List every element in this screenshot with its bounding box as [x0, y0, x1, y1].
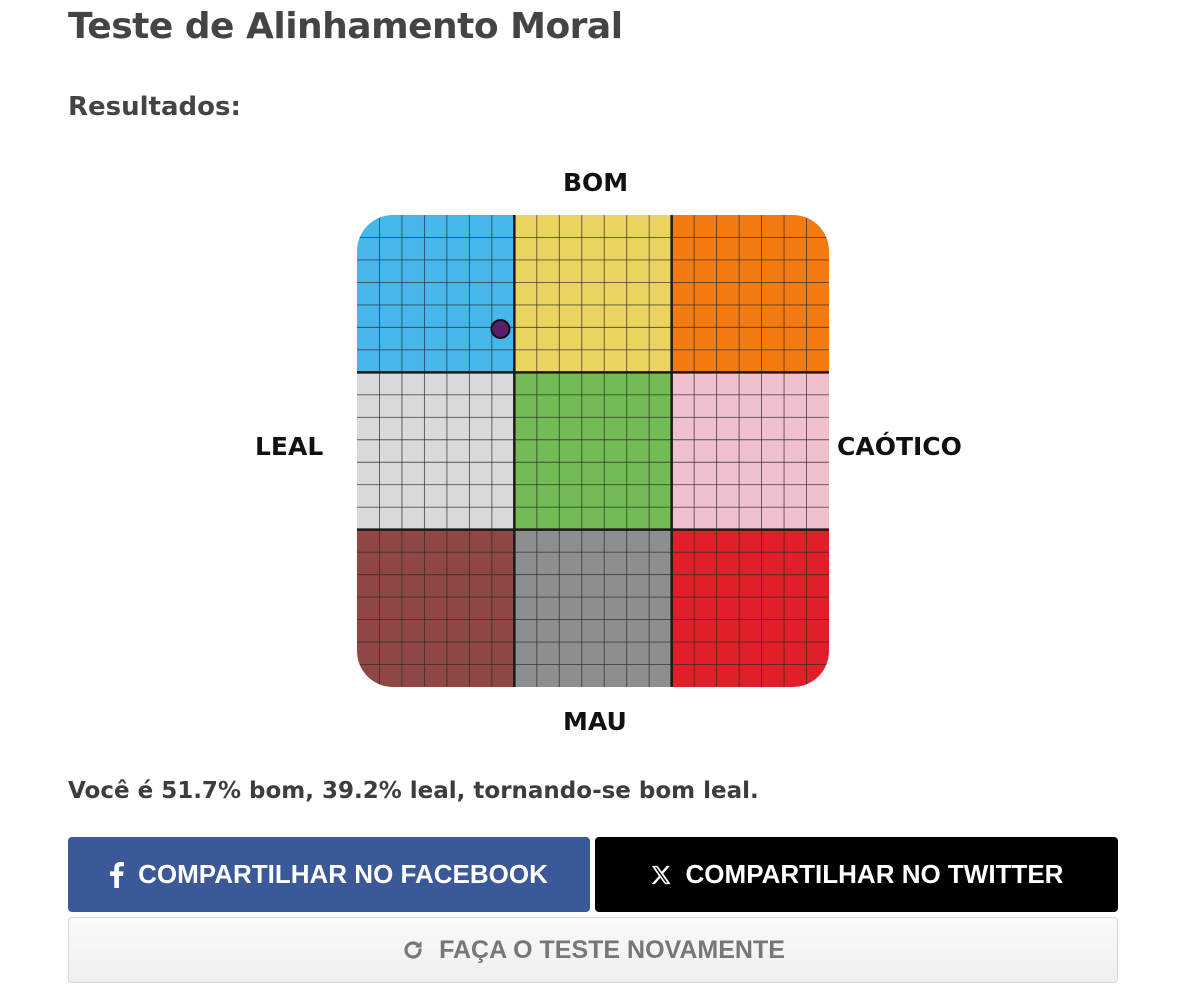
axis-label-top: BOM [563, 168, 629, 197]
page-title: Teste de Alinhamento Moral [68, 6, 623, 47]
result-point [490, 318, 511, 339]
facebook-icon [110, 861, 125, 888]
retake-test-button[interactable]: FAÇA O TESTE NOVAMENTE [68, 917, 1118, 983]
quadrant-chaotic-neutral [671, 372, 829, 530]
share-facebook-label: COMPARTILHAR NO FACEBOOK [138, 859, 548, 889]
share-facebook-button[interactable]: COMPARTILHAR NO FACEBOOK [68, 837, 590, 912]
alignment-grid [357, 215, 829, 687]
results-heading: Resultados: [68, 92, 241, 122]
x-icon [650, 864, 672, 886]
result-summary: Você é 51.7% bom, 39.2% leal, tornando-s… [68, 778, 759, 804]
quadrant-true-neutral [514, 372, 672, 530]
quadrant-lawful-evil [357, 529, 515, 687]
retake-test-label: FAÇA O TESTE NOVAMENTE [439, 935, 785, 964]
share-twitter-button[interactable]: COMPARTILHAR NO TWITTER [595, 837, 1118, 912]
quadrant-lawful-neutral [357, 372, 515, 530]
refresh-icon [401, 938, 425, 962]
quadrant-chaotic-evil [671, 529, 829, 687]
share-twitter-label: COMPARTILHAR NO TWITTER [685, 859, 1064, 889]
quadrant-lawful-good [357, 215, 515, 373]
quadrant-neutral-evil [514, 529, 672, 687]
quadrant-chaotic-good [671, 215, 829, 373]
axis-label-bottom: MAU [563, 707, 627, 736]
axis-label-right: CAÓTICO [837, 432, 962, 461]
quadrant-neutral-good [514, 215, 672, 373]
axis-label-left: LEAL [255, 432, 324, 461]
